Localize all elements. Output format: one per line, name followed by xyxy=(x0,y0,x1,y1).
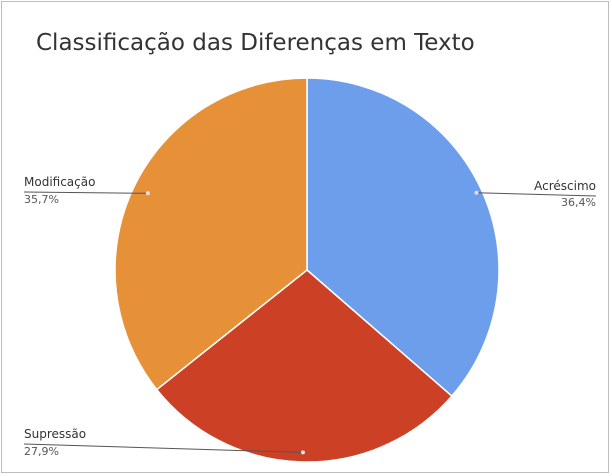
slice-acrescimo-leader-line xyxy=(476,192,597,197)
slice-label-supressao: Supressão xyxy=(24,427,86,441)
slice-label-acrescimo: Acréscimo xyxy=(534,179,596,193)
slice-percent-modificacao: 35,7% xyxy=(24,193,59,206)
slice-percent-supressao: 27,9% xyxy=(24,445,59,458)
slice-acrescimo-leader-dot xyxy=(474,190,479,195)
slice-supressao-leader-line xyxy=(23,443,304,453)
slice-percent-acrescimo: 36,4% xyxy=(561,196,596,209)
slice-modificacao-leader-line xyxy=(23,191,148,194)
slice-acrescimo[interactable] xyxy=(306,77,500,398)
slice-supressao[interactable] xyxy=(155,269,453,463)
slice-label-modificacao: Modificação xyxy=(24,175,95,189)
slice-modificacao-leader-dot xyxy=(145,191,150,196)
chart-title: Classificação das Diferenças em Texto xyxy=(36,30,475,56)
slice-supressao-leader-dot xyxy=(301,450,305,455)
slice-modificacao[interactable] xyxy=(114,77,308,391)
